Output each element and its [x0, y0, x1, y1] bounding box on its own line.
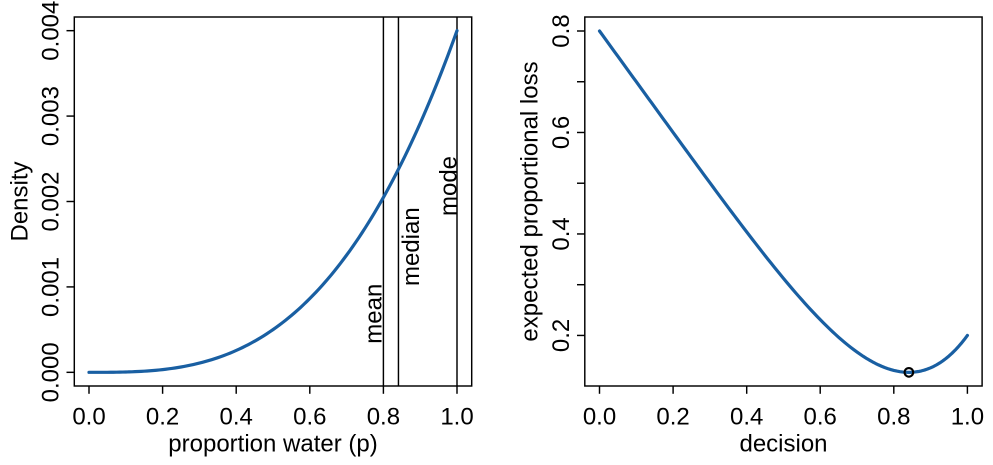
- svg-text:0.4: 0.4: [730, 404, 763, 431]
- svg-text:0.0: 0.0: [72, 404, 105, 431]
- svg-text:decision: decision: [739, 431, 827, 458]
- svg-text:0.2: 0.2: [548, 319, 575, 352]
- svg-text:1.0: 1.0: [951, 404, 984, 431]
- svg-text:Density: Density: [6, 161, 33, 241]
- svg-text:0.003: 0.003: [38, 86, 65, 146]
- svg-text:1.0: 1.0: [440, 404, 473, 431]
- svg-text:0.002: 0.002: [38, 171, 65, 231]
- svg-text:mean: mean: [360, 284, 387, 344]
- svg-text:expected proportional loss: expected proportional loss: [516, 61, 543, 341]
- svg-text:0.8: 0.8: [367, 404, 400, 431]
- svg-text:0.0: 0.0: [583, 404, 616, 431]
- svg-text:median: median: [398, 207, 425, 286]
- svg-text:0.8: 0.8: [548, 14, 575, 47]
- svg-text:0.001: 0.001: [38, 257, 65, 317]
- svg-text:0.4: 0.4: [548, 217, 575, 250]
- svg-text:0.2: 0.2: [656, 404, 689, 431]
- svg-text:0.6: 0.6: [548, 116, 575, 149]
- svg-text:mode: mode: [436, 156, 463, 216]
- svg-text:0.4: 0.4: [220, 404, 253, 431]
- svg-text:0.8: 0.8: [877, 404, 910, 431]
- svg-text:0.000: 0.000: [38, 342, 65, 402]
- svg-text:proportion water (p): proportion water (p): [168, 431, 377, 458]
- svg-text:0.6: 0.6: [293, 404, 326, 431]
- svg-text:0.2: 0.2: [146, 404, 179, 431]
- svg-text:0.6: 0.6: [804, 404, 837, 431]
- svg-text:0.004: 0.004: [38, 1, 65, 61]
